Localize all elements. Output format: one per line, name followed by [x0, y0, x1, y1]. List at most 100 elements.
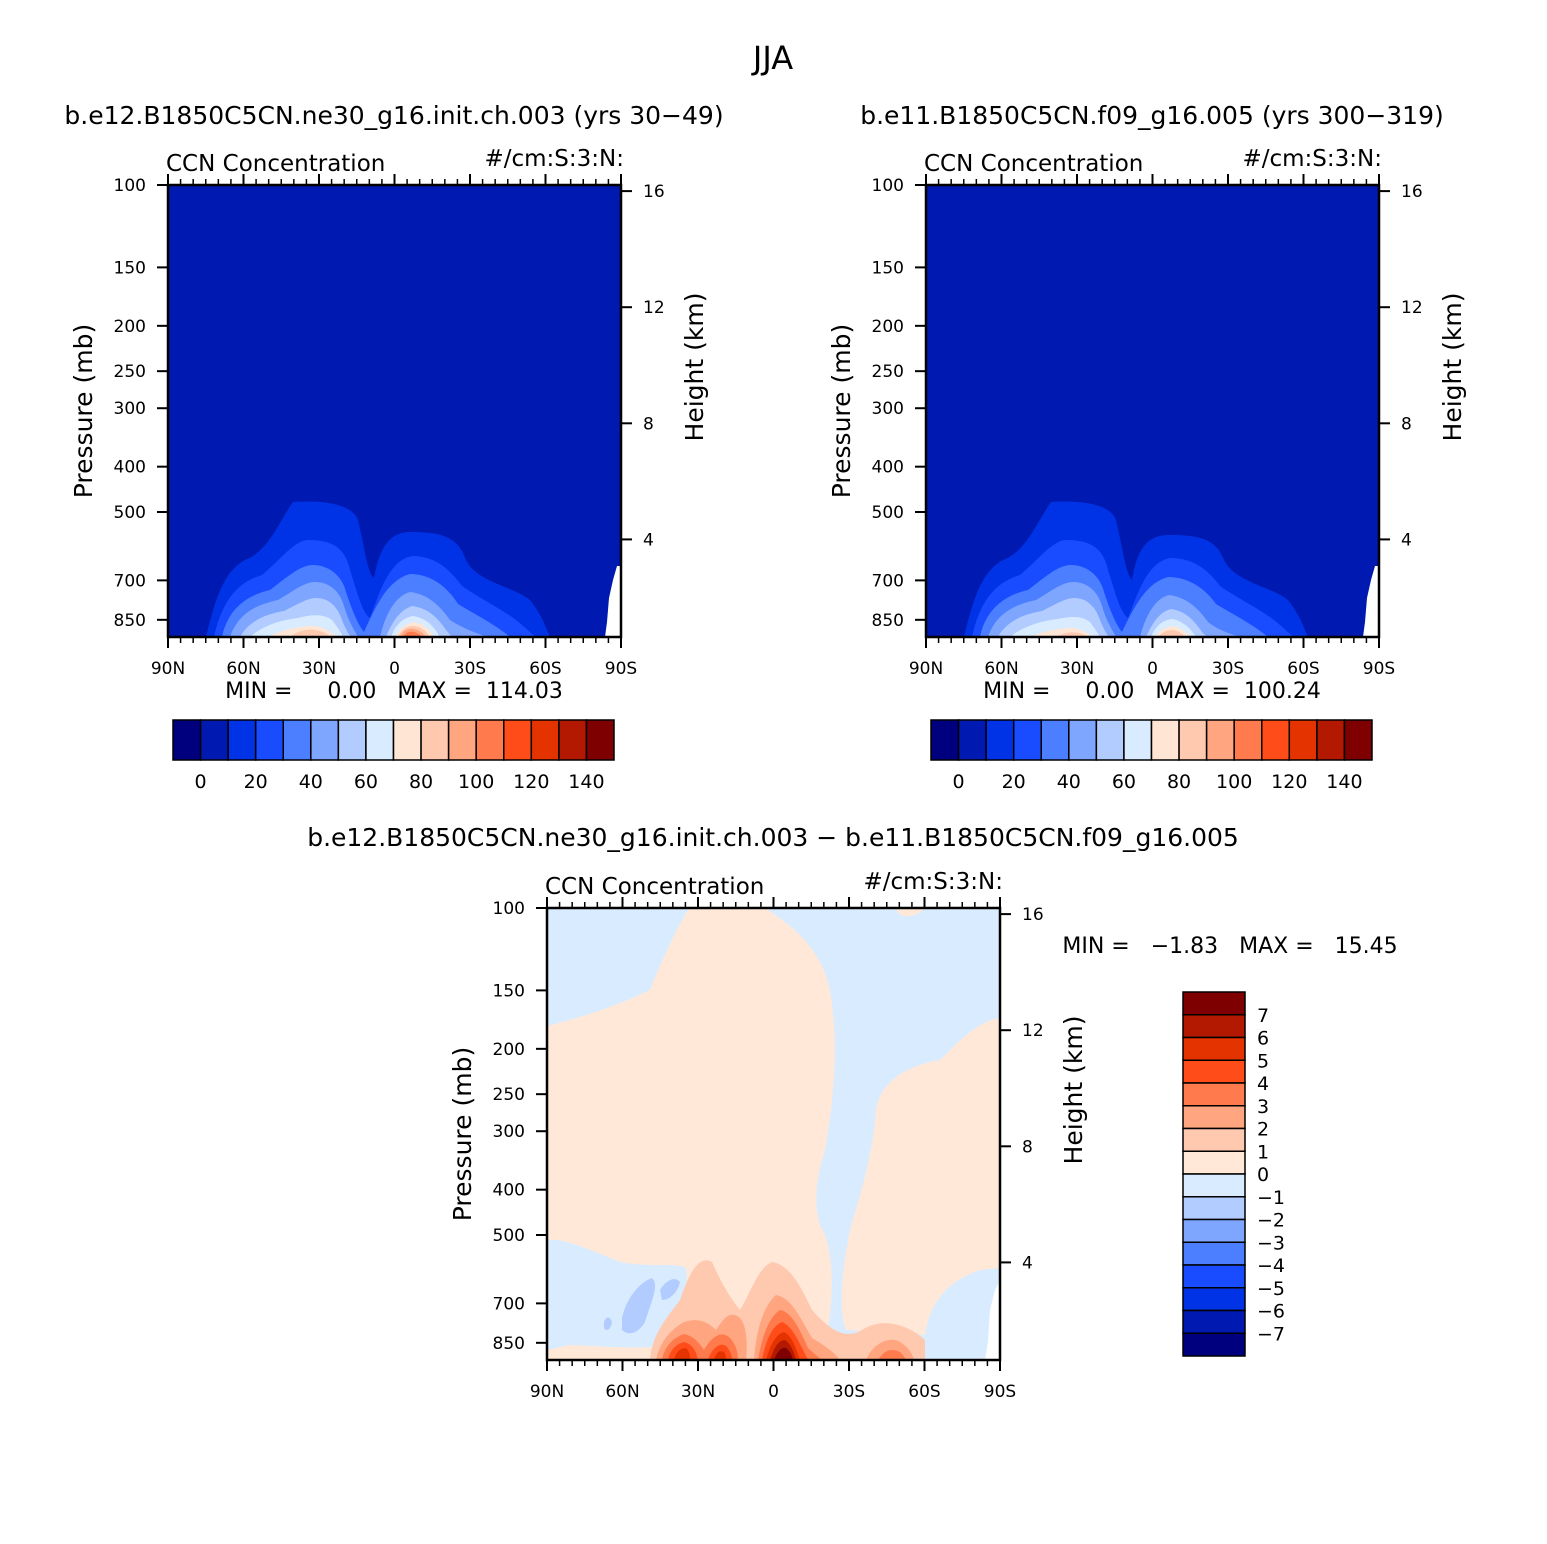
panel-case-ytick-label: 150	[114, 258, 146, 278]
panel-case-ytick-right-label: 16	[643, 182, 665, 202]
panel-difference-xtick-label: 60N	[605, 1382, 639, 1402]
panel-control-units-label: #/cm:S:3:N:	[1242, 146, 1382, 172]
panel-case-contour-8	[290, 626, 430, 637]
panel-difference-colorbar-box	[1182, 1173, 1246, 1198]
panel-control-colorbar-label: 140	[1326, 771, 1362, 793]
panel-control-colorbar-box	[1012, 719, 1042, 761]
panel-control-xtick-label: 30N	[1060, 659, 1094, 679]
panel-case-ytick-label: 850	[114, 611, 146, 631]
panel-control-colorbar-box	[957, 719, 987, 761]
panel-case-colorbar-label: 140	[568, 771, 604, 793]
panel-case-xtick-label: 60N	[226, 659, 260, 679]
panel-case: b.e12.B1850C5CN.ne30_g16.init.ch.003 (yr…	[64, 101, 723, 793]
panel-difference-colorbar-label: 6	[1257, 1028, 1269, 1050]
panel-control-xtick-label: 60S	[1287, 659, 1319, 679]
panel-control-ytick-label: 150	[872, 258, 904, 278]
panel-case-colorbar-box	[585, 719, 615, 761]
panel-difference-positive-patch-7	[774, 1347, 793, 1360]
panel-difference-negative-region-low	[547, 1239, 687, 1350]
panel-difference-ytick-label: 300	[493, 1122, 525, 1142]
panel-control-colorbar-label: 0	[953, 771, 965, 793]
panel-difference-ytick-label: 200	[493, 1040, 525, 1060]
panel-case-ytick-label: 300	[114, 399, 146, 419]
panel-difference-axes: 90N 60N 30N 0 30S 60S 90S 100 150 200 250 300 400 500…	[448, 897, 1088, 1402]
panel-control: b.e11.B1850C5CN.f09_g16.005 (yrs 300−319…	[827, 101, 1467, 793]
panel-difference-units-label: #/cm:S:3:N:	[863, 869, 1003, 895]
panel-difference-negative-patch-3	[660, 1279, 680, 1300]
panel-control-colorbar-box	[1068, 719, 1098, 761]
panel-case-colorbar-box	[530, 719, 560, 761]
panel-difference-colorbar-box	[1182, 1264, 1246, 1289]
panel-difference-ytick-right-label: 4	[1022, 1253, 1033, 1273]
panel-difference-colorbar-label: 1	[1257, 1141, 1269, 1163]
panel-case-colorbar-box	[420, 719, 450, 761]
panel-case-colorbar-label: 60	[354, 771, 378, 793]
panel-case-ytick-label: 400	[114, 458, 146, 478]
panel-difference-positive-region-west	[547, 908, 835, 1360]
panel-control-colorbar-box	[1150, 719, 1180, 761]
panel-control-ytick-label: 200	[872, 317, 904, 337]
panel-case-xtick-label: 30N	[302, 659, 336, 679]
panel-case-ytick-right-label: 4	[643, 530, 654, 550]
panel-case-colorbar-box	[392, 719, 422, 761]
panel-case-ytick-label: 500	[114, 503, 146, 523]
panel-case-ylabel-right: Height (km)	[680, 293, 709, 442]
panel-difference-ytick-right-label: 8	[1022, 1137, 1033, 1157]
panel-control-colorbar-box	[1261, 719, 1291, 761]
panel-control-xtick-label: 90S	[1363, 659, 1395, 679]
panel-case-colorbar-box	[199, 719, 229, 761]
panel-control-colorbar-box	[1123, 719, 1153, 761]
panel-difference-negative-patch-1	[622, 1278, 655, 1334]
panel-difference-colorbar-label: −3	[1257, 1232, 1285, 1254]
panel-difference-colorbar-box	[1182, 1196, 1246, 1221]
panel-control-colorbar-label: 100	[1216, 771, 1252, 793]
panel-case-colorbar-label: 80	[409, 771, 433, 793]
panel-control-colorbar-label: 80	[1167, 771, 1191, 793]
panel-control-colorbar-box	[1178, 719, 1208, 761]
panel-difference: b.e12.B1850C5CN.ne30_g16.init.ch.003 − b…	[307, 823, 1397, 1402]
panel-difference-ytick-right-label: 12	[1022, 1021, 1044, 1041]
panel-difference-positive-patch-5	[674, 1332, 800, 1360]
panel-case-colorbar-label: 20	[244, 771, 268, 793]
panel-control-colorbar-label: 40	[1057, 771, 1081, 793]
panel-difference-xtick-label: 90N	[530, 1382, 564, 1402]
panel-control-xtick-label: 30S	[1212, 659, 1244, 679]
panel-control-ylabel: Pressure (mb)	[827, 324, 856, 498]
panel-case-axes: 90N 60N 30N 0 30S 60S 90S 100 150 200 250 300 400 500…	[69, 174, 709, 679]
panel-control-axes: 90N 60N 30N 0 30S 60S 90S 100 150 200 250 300 400 500…	[827, 174, 1467, 679]
panel-difference-colorbar-box	[1182, 1059, 1246, 1084]
panel-case-colorbar-label: 120	[513, 771, 549, 793]
panel-difference-ylabel: Pressure (mb)	[448, 1047, 477, 1221]
panel-difference-colorbar-box	[1182, 1332, 1246, 1357]
panel-difference-ytick-label: 400	[493, 1181, 525, 1201]
panel-difference-colorbar-label: −6	[1257, 1301, 1285, 1323]
panel-case-xtick-label: 0	[389, 659, 400, 679]
panel-case-xtick-label: 30S	[454, 659, 486, 679]
panel-difference-ytick-right-label: 16	[1022, 905, 1044, 925]
panel-case-colorbar-label: 100	[458, 771, 494, 793]
panel-control-ytick-right-label: 16	[1401, 182, 1423, 202]
panel-control-ytick-right-label: 12	[1401, 298, 1423, 318]
panel-difference-field-label: CCN Concentration	[545, 874, 764, 900]
panel-difference-ytick-label: 100	[493, 899, 525, 919]
panel-case-colorbar-box	[227, 719, 257, 761]
panel-difference-ytick-label: 150	[493, 981, 525, 1001]
panel-difference-ytick-label: 850	[493, 1334, 525, 1354]
panel-difference-colorbar-label: 3	[1257, 1096, 1269, 1118]
panel-control-xtick-label: 90N	[909, 659, 943, 679]
panel-difference-colorbar-label: −4	[1257, 1255, 1285, 1277]
panel-difference-xtick-label: 30S	[833, 1382, 865, 1402]
panel-case-colorbar: 0 20 40 60 80 100 120 140	[172, 719, 615, 793]
panel-difference-xtick-label: 30N	[681, 1382, 715, 1402]
panel-case-ylabel: Pressure (mb)	[69, 324, 98, 498]
panel-case-colorbar-box	[310, 719, 340, 761]
panel-case-colorbar-box	[503, 719, 533, 761]
panel-difference-colorbar-box	[1182, 991, 1246, 1016]
panel-case-stats: MIN = 0.00 MAX = 114.03	[225, 679, 563, 704]
panel-case-colorbar-box	[337, 719, 367, 761]
panel-difference-ytick-label: 700	[493, 1294, 525, 1314]
panel-control-colorbar-box	[1316, 719, 1346, 761]
panel-control-plot-area	[926, 185, 1379, 637]
panel-difference-colorbar-label: −2	[1257, 1210, 1285, 1232]
panel-control-xtick-label: 0	[1147, 659, 1158, 679]
